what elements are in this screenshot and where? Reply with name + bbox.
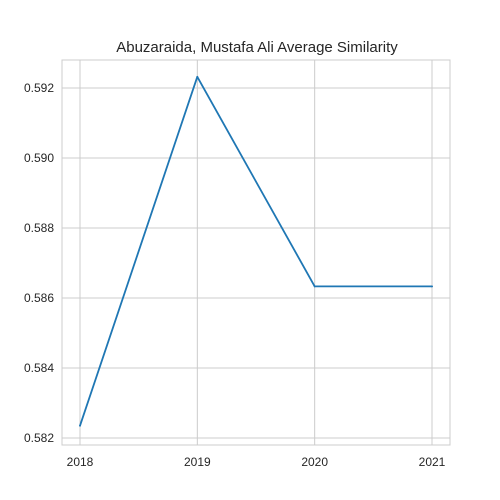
y-tick-label: 0.592 (24, 81, 54, 95)
x-tick-label: 2019 (184, 455, 211, 469)
data-point (196, 75, 199, 78)
x-tick-label: 2020 (301, 455, 328, 469)
y-tick-label: 0.586 (24, 291, 54, 305)
x-tick-label: 2021 (419, 455, 446, 469)
y-tick-label: 0.584 (24, 361, 54, 375)
y-tick-label: 0.582 (24, 431, 54, 445)
data-point (79, 424, 81, 427)
data-point (431, 285, 433, 288)
plot-frame (61, 59, 451, 446)
series-line (79, 75, 433, 427)
y-tick-label: 0.588 (24, 221, 54, 235)
x-tick-label: 2018 (67, 455, 94, 469)
data-point (313, 285, 316, 288)
y-tick-label: 0.590 (24, 151, 54, 165)
chart-title: Abuzaraida, Mustafa Ali Average Similari… (116, 39, 398, 56)
